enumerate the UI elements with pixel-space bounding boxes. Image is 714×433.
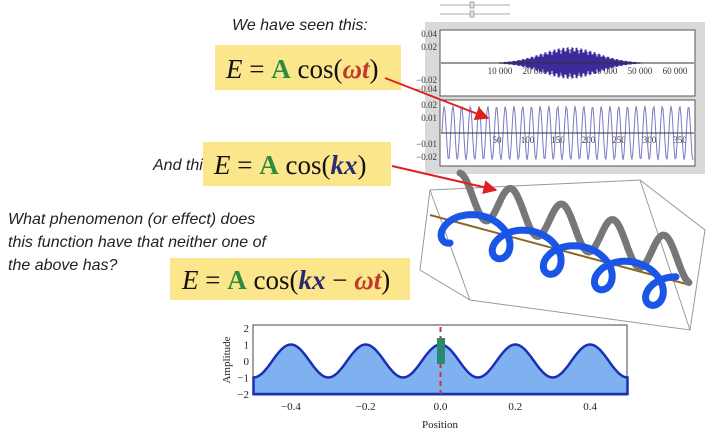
x-tick-label: 10 000 bbox=[488, 66, 513, 76]
blue-wave bbox=[437, 211, 680, 309]
formula-part: = bbox=[243, 54, 272, 84]
formula-part: − bbox=[325, 265, 354, 295]
y-axis-label: Amplitude bbox=[221, 336, 233, 383]
formula-part: E bbox=[181, 265, 199, 295]
y-tick-label: −0.02 bbox=[416, 152, 437, 162]
formula-part: = bbox=[231, 150, 260, 180]
formula: E = A cos(ωt) bbox=[225, 54, 379, 84]
question: What phenomenon (or effect) does bbox=[8, 211, 255, 228]
y-tick-label: 0.04 bbox=[421, 29, 437, 39]
formula-part: E bbox=[225, 54, 243, 84]
arrow bbox=[384, 77, 490, 120]
caption: We have seen this: bbox=[232, 17, 368, 34]
x-tick-label: 0.2 bbox=[508, 401, 522, 413]
zoom-wave bbox=[441, 104, 694, 161]
formula-box bbox=[170, 258, 410, 300]
formula-part: A bbox=[271, 54, 291, 84]
formula-part: ωt bbox=[342, 54, 371, 84]
x-tick-label: 0.0 bbox=[434, 401, 448, 413]
formula-part: ) bbox=[357, 150, 366, 180]
gray-wave bbox=[456, 169, 693, 286]
x-tick-label: 60 000 bbox=[663, 66, 688, 76]
x-tick-label: 350 bbox=[673, 135, 687, 145]
formula-part: ) bbox=[381, 265, 390, 295]
x-tick-label: 40 000 bbox=[593, 66, 618, 76]
formula-part: ωt bbox=[354, 265, 383, 295]
y-tick-label: −1 bbox=[237, 373, 249, 385]
caption: And this: bbox=[152, 157, 215, 174]
y-tick-label: −2 bbox=[237, 389, 249, 401]
formula: E = A cos(kx − ωt) bbox=[181, 265, 390, 295]
formula-part: A bbox=[259, 150, 279, 180]
x-tick-label: 200 bbox=[582, 135, 596, 145]
question: this function have that neither one of bbox=[8, 234, 268, 251]
x-tick-label: 250 bbox=[612, 135, 626, 145]
x-tick-label: 150 bbox=[551, 135, 565, 145]
x-tick-label: 300 bbox=[643, 135, 657, 145]
x-tick-label: 50 000 bbox=[628, 66, 653, 76]
y-tick-label: 0.02 bbox=[421, 100, 437, 110]
question: the above has? bbox=[8, 257, 118, 274]
x-tick-label: 50 bbox=[493, 135, 503, 145]
formula-box bbox=[203, 142, 391, 186]
y-tick-label: 0.02 bbox=[421, 42, 437, 52]
arrow bbox=[391, 165, 498, 194]
x-tick-label: 100 bbox=[521, 135, 535, 145]
y-tick-label: 1 bbox=[244, 340, 250, 352]
formula-part: kx bbox=[298, 265, 325, 295]
y-tick-label: −0.01 bbox=[416, 139, 437, 149]
sliders bbox=[440, 1, 510, 18]
formula-part: cos( bbox=[247, 265, 299, 295]
y-tick-label: 0 bbox=[244, 356, 250, 368]
formula-part: A bbox=[227, 265, 247, 295]
y-tick-label: 0.01 bbox=[421, 113, 437, 123]
x-tick-label: −0.4 bbox=[281, 401, 301, 413]
formula-part: = bbox=[199, 265, 228, 295]
formula-box bbox=[215, 45, 401, 90]
x-axis-label: Position bbox=[422, 419, 459, 431]
y-tick-label: 2 bbox=[244, 323, 250, 335]
formula-part: E bbox=[213, 150, 231, 180]
formula-part: cos( bbox=[291, 54, 343, 84]
x-tick-label: 20 000 bbox=[523, 66, 548, 76]
marker bbox=[437, 338, 445, 364]
formula-part: cos( bbox=[279, 150, 331, 180]
formula: E = A cos(kx) bbox=[213, 150, 366, 180]
formula-part: kx bbox=[330, 150, 357, 180]
y-tick-label: −0.04 bbox=[416, 84, 437, 94]
y-tick-label: −0.02 bbox=[416, 75, 437, 85]
x-tick-label: 0.4 bbox=[583, 401, 597, 413]
formula-part: ) bbox=[370, 54, 379, 84]
x-tick-label: −0.2 bbox=[356, 401, 376, 413]
